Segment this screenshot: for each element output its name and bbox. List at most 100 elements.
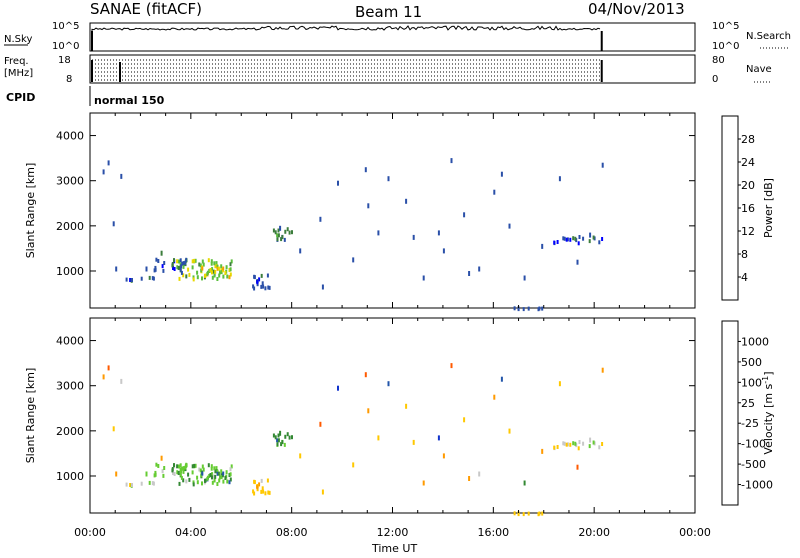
range-cell xyxy=(180,270,183,275)
range-cell xyxy=(563,236,566,241)
range-cell xyxy=(541,306,544,311)
date-title: 04/Nov/2013 xyxy=(588,0,685,18)
scatter-cell xyxy=(601,162,604,168)
range-cell xyxy=(213,478,216,483)
colorbar-tick-label: 1000 xyxy=(741,335,769,348)
range-cell xyxy=(201,464,204,469)
range-cell xyxy=(206,271,209,276)
range-cell xyxy=(173,472,176,476)
range-cell xyxy=(527,306,530,311)
range-cell xyxy=(213,273,216,278)
time-axis-ticks: 00:00 04:00 08:00 12:00 16:00 20:00 00:00 xyxy=(74,526,711,539)
beam-title: Beam 11 xyxy=(355,3,422,21)
power-panel xyxy=(89,112,696,309)
scatter-cell xyxy=(412,234,415,240)
range-cell xyxy=(566,442,569,447)
scatter-cell xyxy=(107,365,110,371)
range-cell xyxy=(276,438,279,443)
range-cell xyxy=(229,267,232,272)
range-cell xyxy=(180,264,183,269)
scatter-cell xyxy=(102,374,105,380)
range-cell xyxy=(176,259,179,264)
range-cell xyxy=(268,285,271,290)
range-cell xyxy=(578,235,581,239)
nsearch-tick-top: 10^5 xyxy=(712,21,739,32)
range-cell xyxy=(517,307,520,312)
range-cell xyxy=(178,259,180,264)
range-cell xyxy=(207,463,210,468)
scatter-cell xyxy=(299,453,302,459)
range-cell xyxy=(592,440,595,445)
range-cell xyxy=(151,276,154,281)
scatter-cell xyxy=(468,271,471,276)
scatter-cell xyxy=(160,250,163,256)
range-cell xyxy=(192,482,195,487)
range-cell xyxy=(224,476,227,480)
range-cell xyxy=(210,466,213,471)
range-cell xyxy=(569,442,572,447)
range-cell xyxy=(199,468,202,473)
range-cell xyxy=(280,442,283,447)
range-cell xyxy=(201,259,204,264)
velocity-data xyxy=(102,363,604,517)
power-colorbar: 4 8 12 16 20 24 28 xyxy=(721,115,755,301)
range-cell xyxy=(211,267,214,272)
scatter-cell xyxy=(160,455,163,461)
range-cell xyxy=(556,240,559,244)
scatter-cell xyxy=(558,176,561,182)
nave-tick-bottom: 0 xyxy=(712,74,718,85)
scatter-cell xyxy=(115,266,118,272)
range-cell xyxy=(214,264,217,269)
range-cell xyxy=(215,261,218,266)
range-cell xyxy=(125,482,128,487)
range-cell xyxy=(211,472,214,477)
range-cell xyxy=(196,475,199,480)
range-cell xyxy=(182,478,185,483)
range-cell xyxy=(185,479,188,484)
range-cell xyxy=(225,470,228,475)
range-cell xyxy=(281,235,284,240)
range-cell xyxy=(527,511,530,516)
nsky-trace xyxy=(91,25,603,51)
range-cell xyxy=(209,268,212,272)
freq-trace xyxy=(91,59,603,82)
range-cell xyxy=(188,477,191,482)
range-cell xyxy=(204,478,206,483)
scatter-cell xyxy=(337,385,339,391)
velocity-colorbar: 1000 500 100 25 -25 -100 -500 -1000 xyxy=(721,320,773,506)
range-cell xyxy=(277,228,280,233)
range-cell xyxy=(256,280,259,285)
range-cell xyxy=(177,471,180,475)
freq-panel xyxy=(89,54,696,84)
range-cell xyxy=(211,270,213,275)
scatter-cell xyxy=(352,257,355,263)
range-cell xyxy=(601,442,604,446)
range-cell xyxy=(219,270,221,275)
x-tick-label: 04:00 xyxy=(175,526,207,539)
range-cell xyxy=(222,266,225,271)
range-cell xyxy=(226,479,229,484)
colorbar-tick-label: 8 xyxy=(741,248,748,261)
range-cell xyxy=(193,258,196,263)
range-cell xyxy=(553,445,556,450)
range-cell xyxy=(582,236,585,241)
range-cell xyxy=(562,236,565,241)
range-cell xyxy=(225,265,228,270)
scatter-cell xyxy=(463,417,466,423)
range-cell xyxy=(140,276,143,281)
range-cell xyxy=(208,474,211,478)
range-cell xyxy=(288,435,291,440)
range-cell xyxy=(291,435,293,440)
scatter-cell xyxy=(102,169,105,175)
scatter-cell xyxy=(321,489,324,495)
range-cell xyxy=(578,440,581,444)
range-cell xyxy=(200,473,203,478)
range-cell xyxy=(513,306,516,311)
range-cell xyxy=(598,445,601,450)
scatter-cell xyxy=(112,426,115,432)
scatter-cell xyxy=(576,464,579,470)
range-cell xyxy=(171,468,174,473)
nsky-tick-top: 10^5 xyxy=(52,21,79,32)
range-cell xyxy=(574,441,577,446)
